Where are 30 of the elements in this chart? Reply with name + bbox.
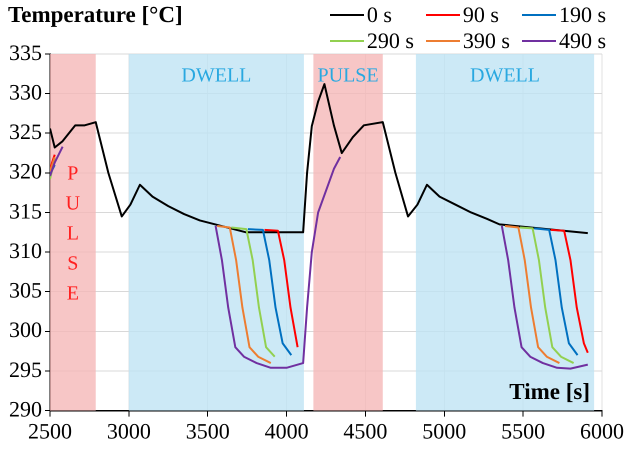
y-tick-label: 315 — [9, 198, 42, 224]
x-tick-label: 5000 — [422, 418, 466, 444]
band-label: PULSE — [318, 64, 379, 86]
legend-label: 190 s — [558, 2, 606, 28]
band-label: DWELL — [181, 64, 252, 86]
x-tick-label: 2500 — [28, 418, 72, 444]
y-tick-label: 325 — [9, 119, 42, 144]
y-axis-title: Temperature [°C] — [8, 2, 183, 28]
legend-label: 90 s — [462, 2, 499, 28]
band-label: PULSE — [66, 162, 81, 304]
y-tick-label: 320 — [9, 158, 42, 184]
x-tick-label: 4000 — [264, 418, 309, 444]
y-tick-label: 305 — [9, 278, 42, 303]
legend-label: 290 s — [366, 28, 414, 54]
legend-label: 0 s — [366, 2, 392, 28]
legend-label: 490 s — [558, 28, 606, 54]
legend-label: 390 s — [462, 28, 510, 54]
x-axis-title: Time [s] — [509, 379, 590, 404]
y-tick-label: 290 — [9, 396, 42, 422]
x-tick-label: 6000 — [580, 418, 624, 444]
x-tick-label: 4500 — [343, 418, 388, 444]
y-tick-label: 310 — [9, 238, 42, 263]
y-tick-label: 330 — [9, 79, 42, 104]
x-tick-label: 5500 — [501, 418, 546, 444]
x-tick-label: 3500 — [186, 418, 230, 444]
y-tick-label: 295 — [9, 356, 42, 382]
y-tick-label: 335 — [9, 40, 42, 65]
x-tick-label: 3000 — [106, 418, 151, 444]
band-label: DWELL — [470, 64, 540, 86]
y-tick-label: 300 — [9, 317, 42, 342]
